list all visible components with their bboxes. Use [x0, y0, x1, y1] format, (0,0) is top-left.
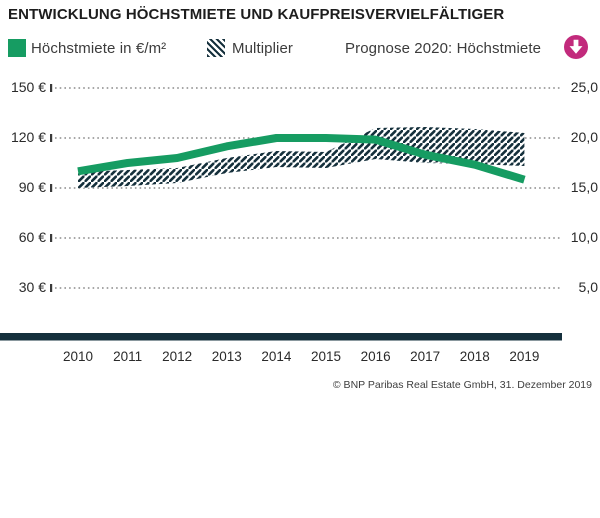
axis-tick-marks [50, 84, 52, 292]
left-axis-tick [50, 284, 52, 292]
x-axis-year-label: 2014 [254, 349, 298, 364]
left-axis-tick [50, 234, 52, 242]
x-axis-baseline [0, 333, 562, 341]
chart-page: ENTWICKLUNG HÖCHSTMIETE UND KAUFPREISVER… [0, 0, 600, 518]
x-axis-year-label: 2010 [56, 349, 100, 364]
right-axis-tick-label: 20,0 [562, 129, 598, 145]
left-axis-tick [50, 84, 52, 92]
right-axis-tick-label: 25,0 [562, 79, 598, 95]
x-axis-year-label: 2013 [205, 349, 249, 364]
right-axis-tick-label: 15,0 [562, 179, 598, 195]
source-note: © BNP Paribas Real Estate GmbH, 31. Deze… [333, 379, 592, 391]
left-axis-tick-label: 90 € [0, 179, 46, 195]
left-axis-tick-label: 120 € [0, 129, 46, 145]
gridlines [55, 88, 560, 288]
right-axis-tick-label: 5,0 [562, 279, 598, 295]
x-axis-year-label: 2016 [354, 349, 398, 364]
left-axis-tick [50, 134, 52, 142]
left-axis-tick-label: 60 € [0, 229, 46, 245]
x-axis-year-label: 2015 [304, 349, 348, 364]
left-axis-tick-label: 30 € [0, 279, 46, 295]
x-axis-year-label: 2018 [453, 349, 497, 364]
x-axis-year-label: 2012 [155, 349, 199, 364]
left-axis-tick-label: 150 € [0, 79, 46, 95]
x-axis-year-label: 2011 [106, 349, 150, 364]
right-axis-tick-label: 10,0 [562, 229, 598, 245]
x-axis-year-label: 2019 [502, 349, 546, 364]
left-axis-tick [50, 184, 52, 192]
x-axis-year-label: 2017 [403, 349, 447, 364]
plot-area [0, 0, 600, 400]
